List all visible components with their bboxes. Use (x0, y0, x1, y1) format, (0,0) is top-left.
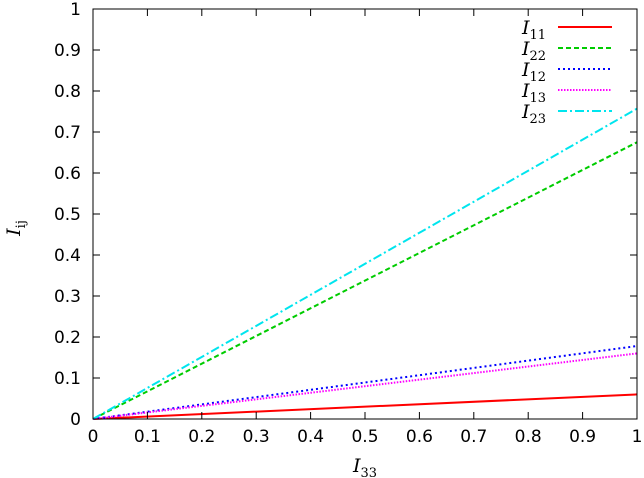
series-line-I11 (92, 393, 638, 420)
x-tick-label: 0.7 (460, 427, 487, 447)
y-tick-label: 0.5 (54, 205, 81, 225)
x-tick-label: 0.9 (569, 427, 596, 447)
y-tick-label: 0 (70, 410, 81, 430)
x-tick-label: 1 (632, 427, 643, 447)
series-line-I23 (92, 107, 638, 420)
y-tick-label: 0.8 (54, 82, 81, 102)
legend-label-I23: I23 (521, 101, 546, 127)
y-tick-label: 0.3 (54, 287, 81, 307)
x-tick-label: 0.5 (351, 427, 378, 447)
y-tick-label: 0.6 (54, 164, 81, 184)
y-tick-label: 0.9 (54, 41, 81, 61)
legend-label-I11: I11 (521, 17, 546, 43)
x-tick-label: 0.1 (134, 427, 161, 447)
x-axis-title: I33 (352, 455, 377, 478)
y-tick-label: 1 (70, 0, 81, 20)
legend-label-I22: I22 (521, 38, 546, 64)
x-tick-label: 0.2 (188, 427, 215, 447)
series-line-I13 (92, 352, 638, 420)
series-line-I12 (92, 345, 638, 420)
axes: 0 0.1 0.2 0.3 0.4 0.5 0.6 0.7 0.8 0.9 1 0 0.1 0.2 0.3 0… (54, 0, 642, 447)
x-tick-label: 0.8 (515, 427, 542, 447)
legend-label-I12: I12 (521, 59, 546, 85)
y-axis-title: Iij (3, 220, 29, 237)
y-tick-label: 0.7 (54, 123, 81, 143)
y-tick-label: 0.4 (54, 246, 81, 266)
legend-label-I13: I13 (521, 80, 546, 106)
series-line-I22 (92, 141, 638, 420)
y-tick-label: 0.2 (54, 328, 81, 348)
x-tick-label: 0.3 (243, 427, 270, 447)
plot-area (92, 107, 638, 420)
x-tick-label: 0.4 (297, 427, 324, 447)
y-tick-label: 0.1 (54, 369, 81, 389)
x-tick-label: 0.6 (406, 427, 433, 447)
x-tick-label: 0 (88, 427, 99, 447)
